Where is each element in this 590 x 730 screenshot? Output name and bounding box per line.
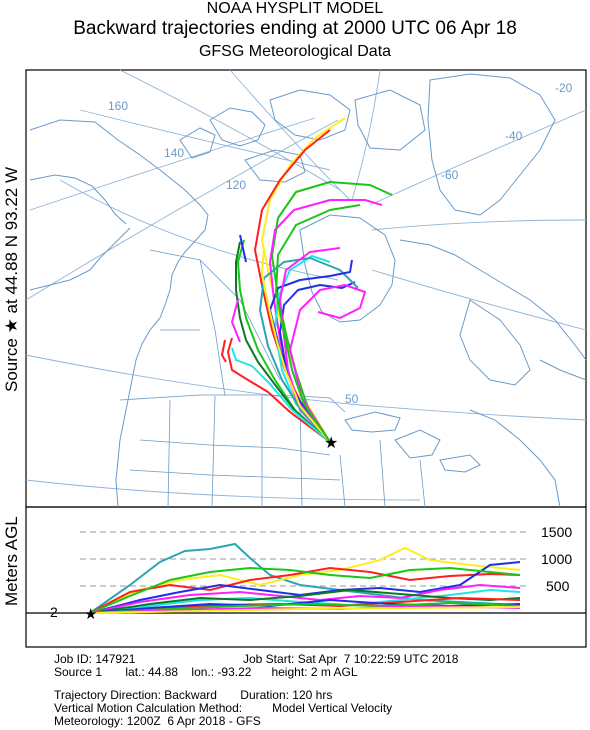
model-title: NOAA HYSPLIT MODEL: [206, 0, 384, 17]
meteorology-info: Meteorology: 1200Z 6 Apr 2018 - GFS: [54, 714, 261, 728]
source-info: Source 1 lat.: 44.88 lon.: -93.22 height…: [54, 665, 358, 679]
height-star-icon: ★: [84, 606, 97, 623]
graticule-label-160: 160: [108, 99, 128, 113]
graticule-label-neg40: -40: [505, 129, 523, 143]
trajectory-title: Backward trajectories ending at 2000 UTC…: [73, 18, 517, 39]
graticule-label-120: 120: [226, 178, 246, 192]
graticule-label-140: 140: [164, 146, 184, 160]
graticule-label-neg60: -60: [441, 168, 459, 182]
trajectory-direction: Trajectory Direction: Backward Duration:…: [54, 688, 333, 702]
height-frame: [25, 506, 587, 648]
coastlines: [29, 73, 587, 508]
meteorology-title: GFSG Meteorological Data: [198, 43, 392, 60]
graticule-label-50: 50: [345, 392, 359, 406]
graticule: [25, 69, 587, 501]
tick-1500: 1500: [541, 524, 572, 540]
start-height-label: 2: [50, 604, 58, 620]
graticule-label-neg20: -20: [555, 81, 573, 95]
tick-1000: 1000: [541, 551, 572, 567]
tick-500: 500: [546, 578, 570, 594]
height-ticks: 1500 1000 500 2: [50, 524, 572, 620]
trajectories: [221, 117, 393, 443]
graticule-labels: 160 140 120 -20 -40 -60 50: [108, 81, 573, 406]
vertical-motion: Vertical Motion Calculation Method: Mode…: [54, 701, 393, 715]
job-start: Job Start: Sat Apr 7 10:22:59 UTC 2018: [243, 652, 459, 666]
height-traces: [89, 542, 521, 614]
star-icon: ★: [324, 435, 338, 452]
job-id: Job ID: 147921: [54, 652, 136, 666]
